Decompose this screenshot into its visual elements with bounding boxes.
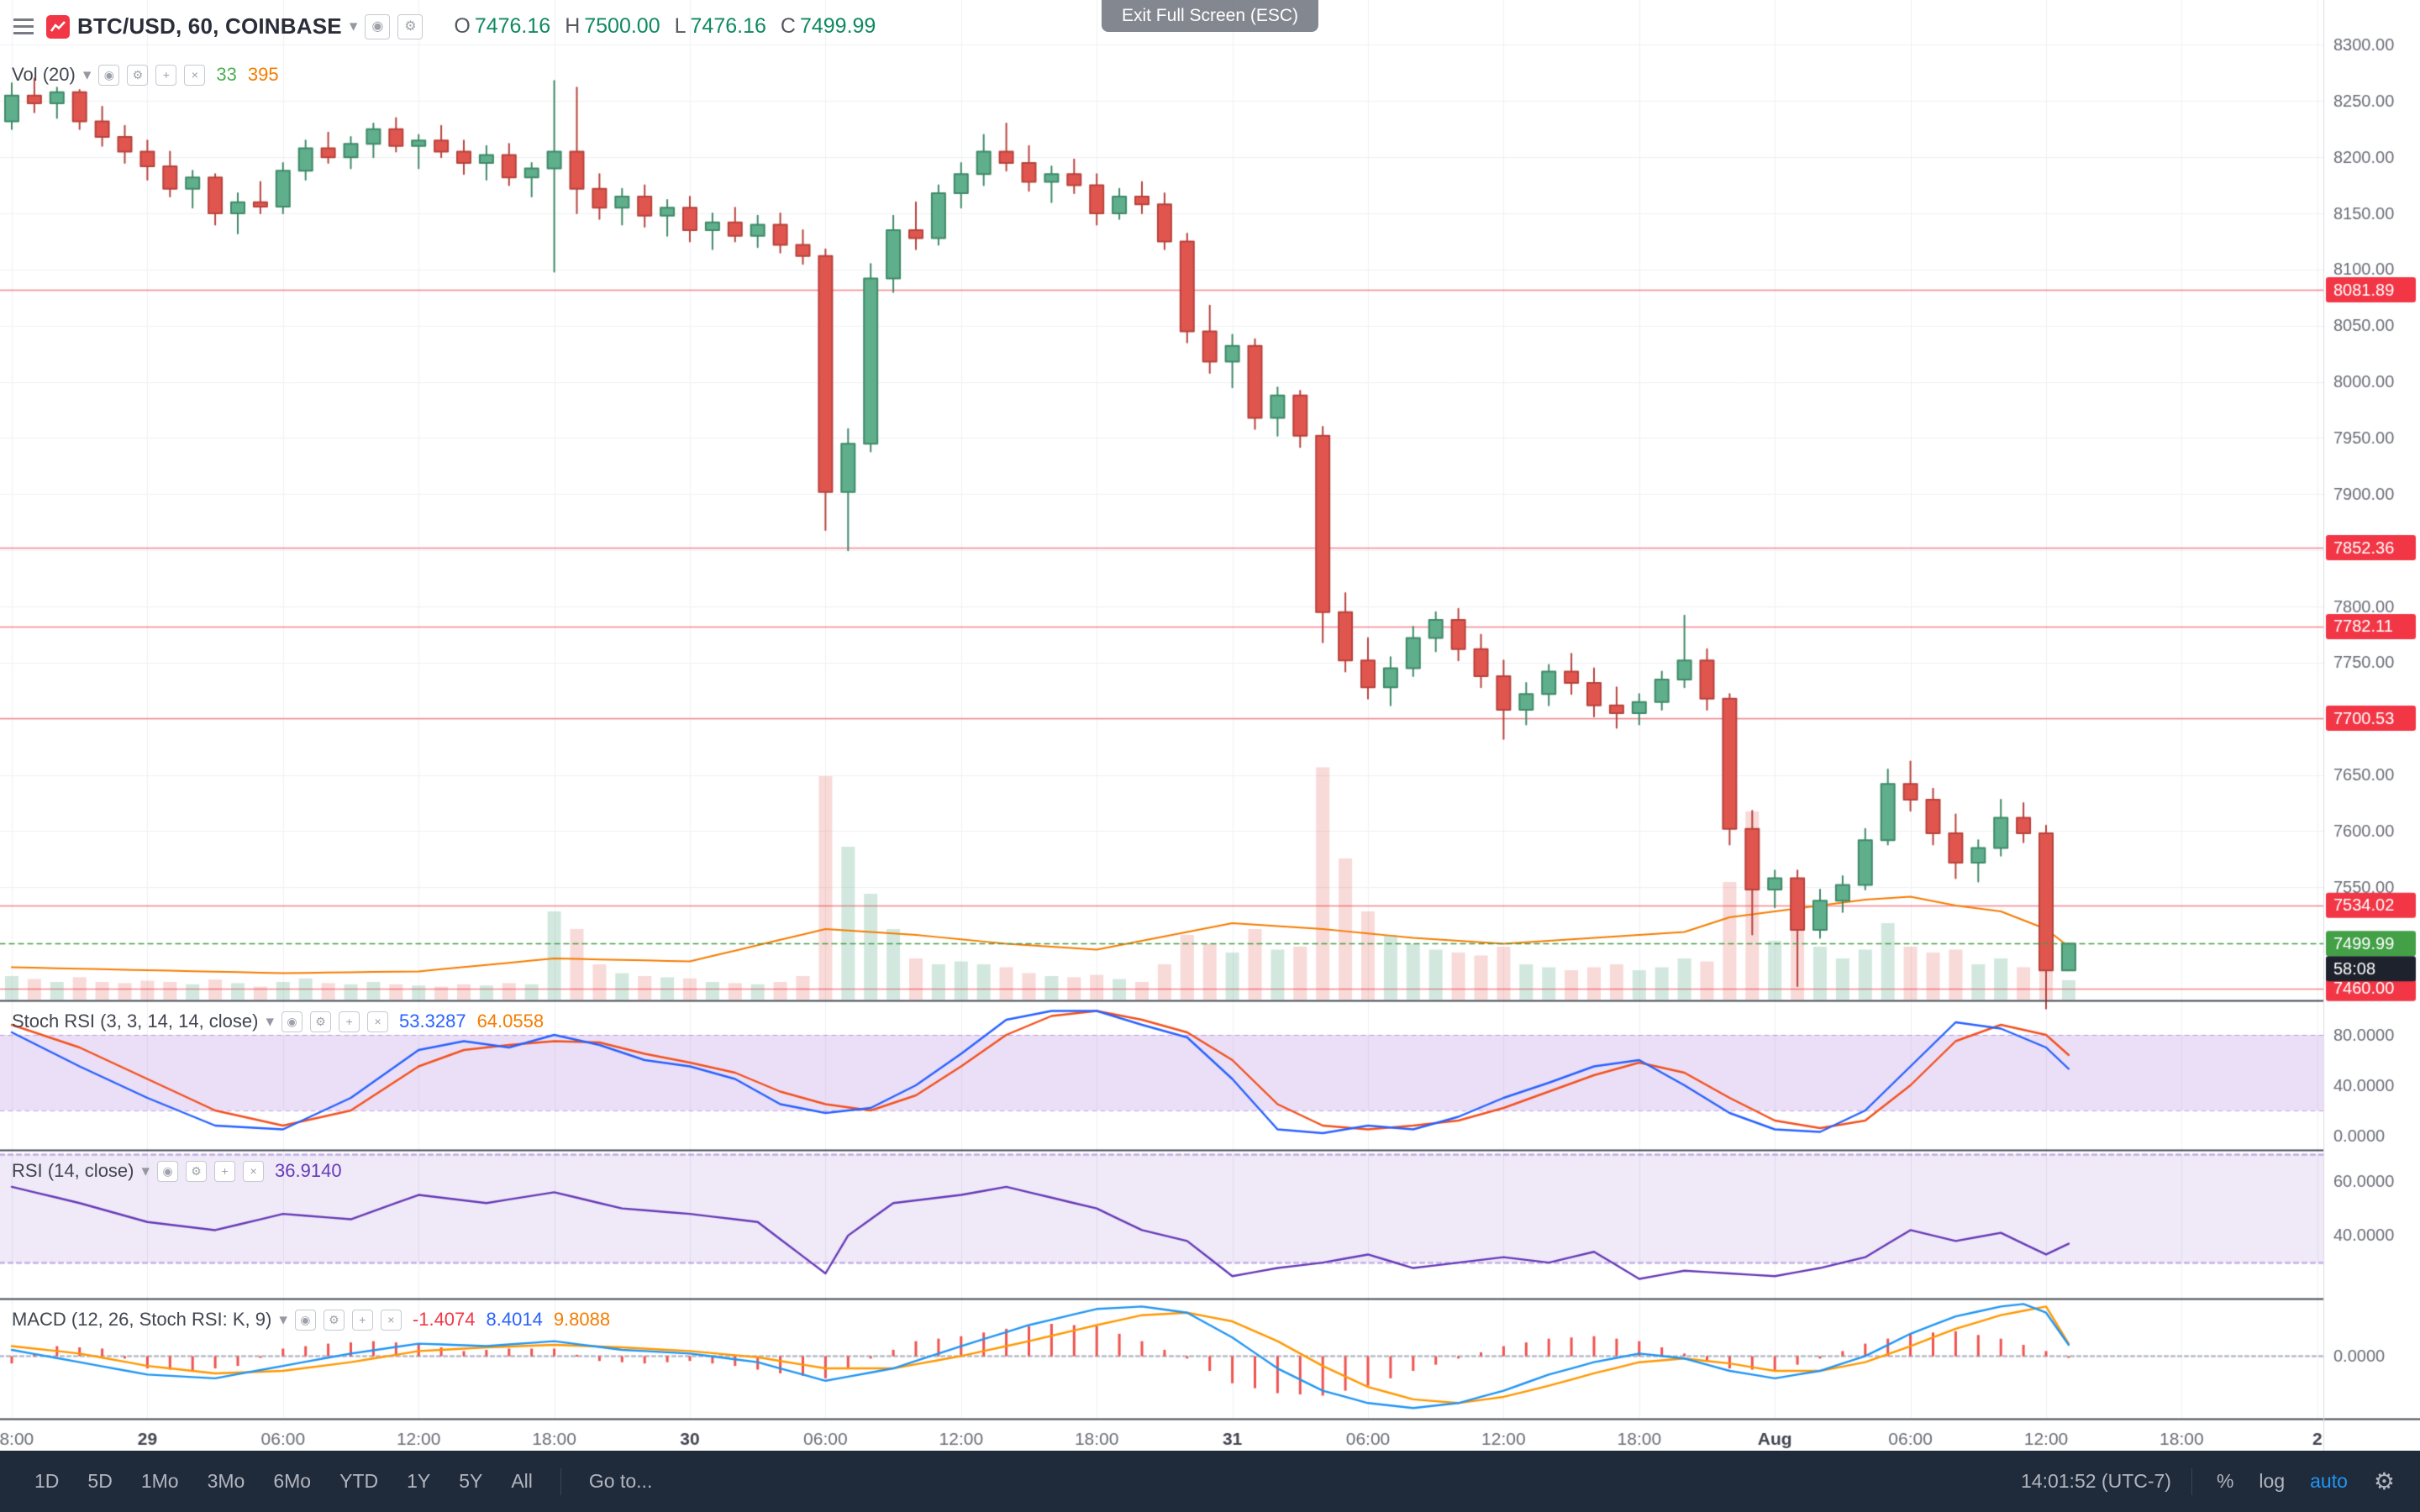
volume-ma-value: 395 (247, 64, 279, 85)
stoch-rsi-label[interactable]: Stoch RSI (3, 3, 14, 14, close) (12, 1011, 259, 1032)
close-icon[interactable]: × (380, 1309, 402, 1331)
range-ytd-button[interactable]: YTD (339, 1470, 379, 1492)
close-value: 7499.99 (799, 14, 876, 38)
stoch-rsi-legend: Stoch RSI (3, 3, 14, 14, close) ▾ ◉ ⚙ + … (12, 1011, 544, 1032)
rsi-label[interactable]: RSI (14, close) (12, 1160, 134, 1181)
volume-current-value: 33 (216, 64, 237, 85)
menu-icon[interactable] (13, 18, 34, 21)
rsi-chevron-down-icon[interactable]: ▾ (141, 1162, 150, 1180)
symbol-chevron-down-icon[interactable]: ▾ (349, 18, 358, 35)
open-label: O (454, 14, 471, 38)
volume-legend: Vol (20) ▾ ◉ ⚙ + × 33 395 (12, 64, 279, 86)
gear-icon[interactable]: ⚙ (323, 1309, 345, 1331)
eye-icon[interactable]: ◉ (157, 1160, 179, 1182)
gear-icon[interactable]: ⚙ (397, 13, 424, 39)
range-3mo-button[interactable]: 3Mo (207, 1470, 245, 1492)
close-icon[interactable]: × (243, 1160, 265, 1182)
bottom-toolbar: 1D 5D 1Mo 3Mo 6Mo YTD 1Y 5Y All Go to...… (0, 1451, 2420, 1512)
range-5y-button[interactable]: 5Y (459, 1470, 483, 1492)
macd-signal-value: 9.8088 (553, 1309, 611, 1330)
volume-chevron-down-icon[interactable]: ▾ (82, 66, 92, 84)
rsi-legend: RSI (14, close) ▾ ◉ ⚙ + × 36.9140 (12, 1160, 342, 1182)
add-icon[interactable]: + (351, 1309, 373, 1331)
close-label: C (780, 14, 796, 38)
high-value: 7500.00 (584, 14, 660, 38)
open-value: 7476.16 (474, 14, 551, 38)
eye-icon[interactable]: ◉ (365, 13, 391, 39)
symbol-legend: BTC/USD, 60, COINBASE ▾ ◉ ⚙ O 7476.16 H 75… (12, 13, 876, 39)
range-5d-button[interactable]: 5D (87, 1470, 113, 1492)
gear-icon[interactable]: ⚙ (186, 1160, 208, 1182)
ohlc-readout: O 7476.16 H 7500.00 L 7476.16 C 7499.99 (444, 14, 876, 39)
range-1y-button[interactable]: 1Y (407, 1470, 431, 1492)
add-icon[interactable]: + (214, 1160, 236, 1182)
low-value: 7476.16 (690, 14, 766, 38)
gear-icon[interactable]: ⚙ (127, 64, 149, 86)
close-icon[interactable]: × (367, 1011, 389, 1032)
macd-label[interactable]: MACD (12, 26, Stoch RSI: K, 9) (12, 1309, 272, 1330)
range-all-button[interactable]: All (511, 1470, 533, 1492)
macd-legend: MACD (12, 26, Stoch RSI: K, 9) ▾ ◉ ⚙ + ×… (12, 1309, 610, 1331)
symbol-title[interactable]: BTC/USD, 60, COINBASE (77, 13, 342, 39)
add-icon[interactable]: + (339, 1011, 360, 1032)
macd-hist-value: -1.4074 (412, 1309, 476, 1330)
exit-fullscreen-tooltip: Exit Full Screen (ESC) (1101, 0, 1319, 32)
macd-chevron-down-icon[interactable]: ▾ (279, 1310, 287, 1329)
eye-icon[interactable]: ◉ (281, 1011, 303, 1032)
percent-scale-button[interactable]: % (2216, 1470, 2234, 1492)
macd-line-value: 8.4014 (486, 1309, 543, 1330)
stoch-k-value: 53.3287 (399, 1011, 466, 1032)
volume-label[interactable]: Vol (20) (12, 64, 76, 85)
stoch-chevron-down-icon[interactable]: ▾ (266, 1012, 275, 1031)
low-label: L (674, 14, 687, 38)
toolbar-right-group: 14:01:52 (UTC-7) % log auto ⚙ (2012, 1463, 2398, 1499)
settings-gear-icon[interactable]: ⚙ (2373, 1468, 2395, 1494)
stoch-d-value: 64.0558 (476, 1011, 544, 1032)
toolbar-divider (560, 1467, 561, 1495)
goto-button[interactable]: Go to... (588, 1470, 653, 1492)
rsi-value: 36.9140 (275, 1160, 342, 1181)
symbol-logo-icon[interactable] (46, 14, 70, 39)
auto-scale-button[interactable]: auto (2310, 1470, 2348, 1492)
close-icon[interactable]: × (184, 64, 206, 86)
range-6mo-button[interactable]: 6Mo (273, 1470, 312, 1492)
gear-icon[interactable]: ⚙ (310, 1011, 332, 1032)
eye-icon[interactable]: ◉ (98, 64, 120, 86)
log-scale-button[interactable]: log (2259, 1470, 2286, 1492)
eye-icon[interactable]: ◉ (294, 1309, 316, 1331)
high-label: H (565, 14, 581, 38)
price-chart-canvas[interactable] (0, 0, 2420, 1451)
range-1mo-button[interactable]: 1Mo (140, 1470, 179, 1492)
add-icon[interactable]: + (155, 64, 177, 86)
clock[interactable]: 14:01:52 (UTC-7) (2021, 1470, 2171, 1492)
toolbar-divider (2191, 1467, 2192, 1495)
range-1d-button[interactable]: 1D (34, 1470, 60, 1492)
